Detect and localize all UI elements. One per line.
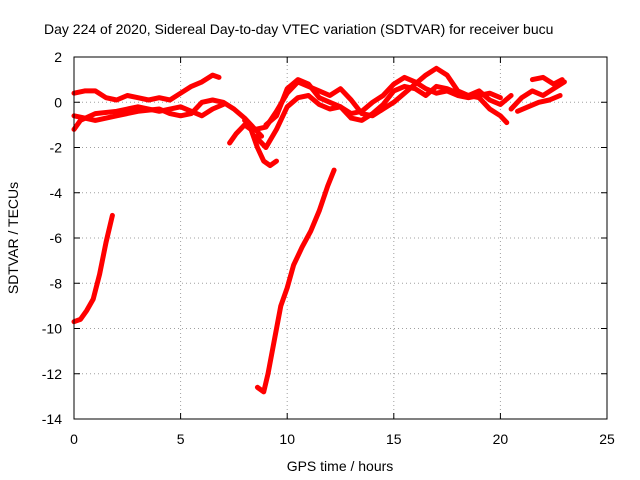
y-tick-label: -2 bbox=[50, 140, 63, 156]
series-line-s7 bbox=[263, 74, 503, 128]
y-tick-label: 2 bbox=[54, 49, 62, 65]
x-tick-label: 5 bbox=[177, 431, 185, 447]
y-axis-label: SDTVAR / TECUs bbox=[5, 182, 21, 294]
y-tick-label: -8 bbox=[50, 275, 63, 291]
series-line-s8 bbox=[508, 79, 567, 112]
series-line-s10 bbox=[529, 74, 565, 87]
series-line-s9 bbox=[515, 93, 563, 114]
series-line-s2 bbox=[71, 97, 265, 139]
y-tick-label: -12 bbox=[42, 366, 62, 382]
y-tick-label: -14 bbox=[42, 411, 62, 427]
series-group bbox=[71, 65, 567, 395]
series-line-s3 bbox=[71, 102, 226, 132]
series-line-s11 bbox=[71, 212, 115, 325]
y-tick-label: 0 bbox=[54, 94, 62, 110]
x-tick-label: 10 bbox=[279, 431, 295, 447]
x-tick-label: 15 bbox=[386, 431, 402, 447]
x-tick-label: 25 bbox=[599, 431, 615, 447]
chart-title: Day 224 of 2020, Sidereal Day-to-day VTE… bbox=[44, 21, 553, 37]
series-line-s1 bbox=[71, 72, 222, 103]
y-tick-label: -6 bbox=[50, 230, 63, 246]
series-line-s12 bbox=[254, 167, 337, 395]
y-tick-label: -10 bbox=[42, 321, 62, 337]
x-tick-label: 20 bbox=[493, 431, 509, 447]
y-tick-label: -4 bbox=[50, 185, 63, 201]
x-tick-label: 0 bbox=[70, 431, 78, 447]
x-axis-label: GPS time / hours bbox=[287, 458, 394, 474]
